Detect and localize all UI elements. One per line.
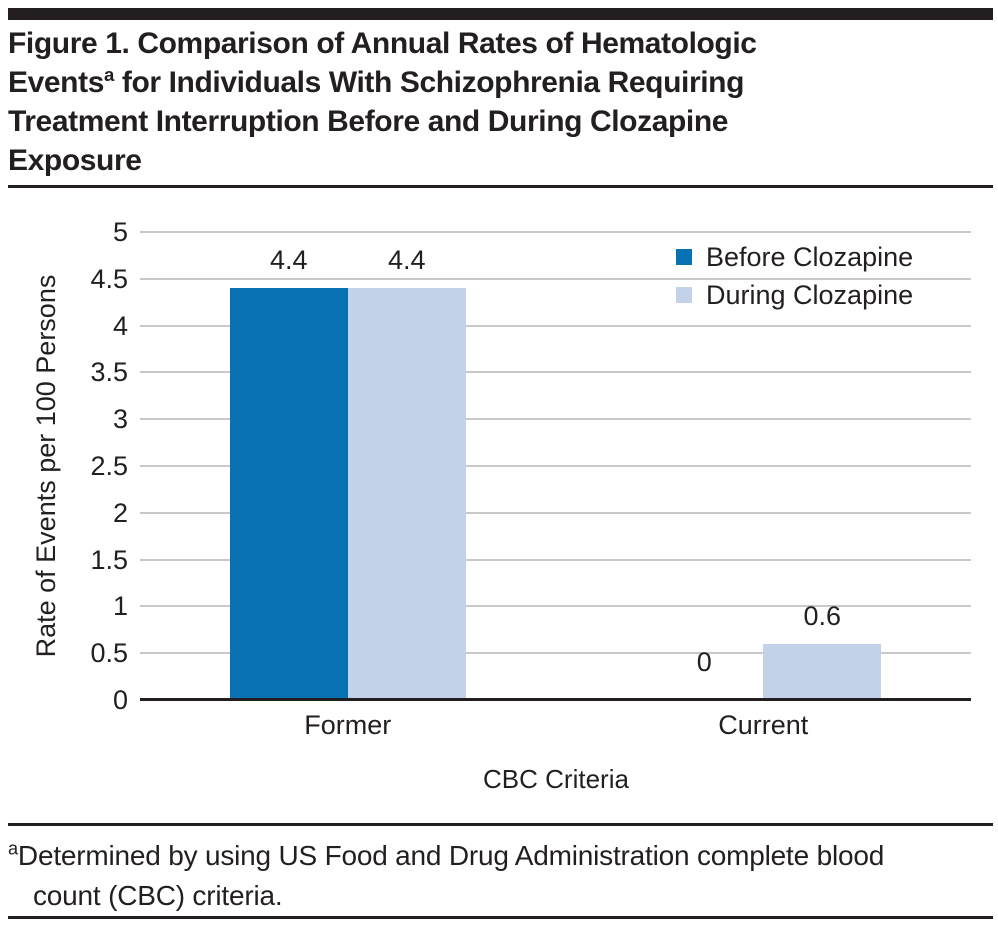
bar — [347, 288, 466, 700]
category-label: Former — [304, 710, 392, 740]
y-tick-label: 2 — [112, 497, 128, 528]
title-divider-rule — [8, 185, 993, 188]
bar — [229, 288, 348, 700]
bar-value-label: 0 — [696, 647, 712, 677]
figure-title: Figure 1. Comparison of Annual Rates of … — [8, 24, 993, 180]
y-gridline — [140, 371, 971, 374]
y-tick-label: 3 — [112, 404, 128, 435]
y-gridline — [140, 465, 971, 467]
legend-label: Before Clozapine — [706, 241, 914, 272]
y-tick-label: 1.5 — [90, 544, 128, 575]
legend: Before Clozapine During Clozapine — [676, 242, 913, 318]
figure-title-line: Figure 1. Comparison of Annual Rates of … — [8, 27, 757, 60]
y-gridline — [140, 324, 971, 327]
bar-value-label: 4.4 — [269, 245, 308, 276]
y-gridline — [140, 231, 971, 233]
y-tick-label: 3.5 — [90, 357, 128, 388]
footnote-marker-superscript: a — [8, 838, 18, 859]
legend-swatch — [676, 287, 692, 303]
legend-item: Before Clozapine — [676, 242, 913, 272]
footnote-line: count (CBC) criteria. — [33, 880, 283, 911]
y-gridline — [140, 277, 971, 280]
footnote-marker-superscript: a — [103, 64, 114, 85]
y-tick-label: 4.5 — [90, 263, 128, 294]
legend-item: During Clozapine — [676, 280, 913, 310]
footnote-top-rule — [8, 823, 993, 826]
figure-title-line: Eventsa for Individuals With Schizophren… — [8, 64, 745, 99]
y-gridline — [140, 418, 971, 421]
plot-area: 4.4 4.4 0 0.6 — [140, 231, 971, 701]
figure-title-line: Treatment Interruption Before and During… — [8, 105, 729, 138]
y-gridline — [140, 652, 971, 655]
y-tick-label: 1 — [112, 591, 128, 622]
footnote-line: aDetermined by using US Food and Drug Ad… — [8, 838, 885, 871]
bar — [763, 643, 882, 700]
y-gridline — [140, 605, 971, 608]
y-tick-label: 5 — [112, 217, 128, 247]
y-gridline — [140, 511, 971, 514]
legend-label: During Clozapine — [706, 279, 914, 310]
y-tick-label: 2.5 — [90, 451, 128, 481]
y-tick-label: 4 — [112, 310, 128, 341]
y-tick-label: 0 — [112, 685, 128, 715]
bar-value-label: 0.6 — [803, 600, 842, 631]
footnote: aDetermined by using US Food and Drug Ad… — [8, 836, 993, 916]
bar-value-label: 4.4 — [387, 245, 426, 276]
legend-swatch — [676, 249, 692, 265]
figure-top-rule — [8, 8, 993, 20]
x-axis-title: CBC Criteria — [483, 764, 629, 794]
category-label: Current — [718, 710, 809, 740]
figure-title-line: Exposure — [8, 144, 142, 177]
footnote-bottom-rule — [8, 916, 993, 919]
y-gridline — [140, 558, 971, 561]
y-tick-label: 0.5 — [90, 638, 128, 669]
x-axis-line — [140, 698, 971, 701]
